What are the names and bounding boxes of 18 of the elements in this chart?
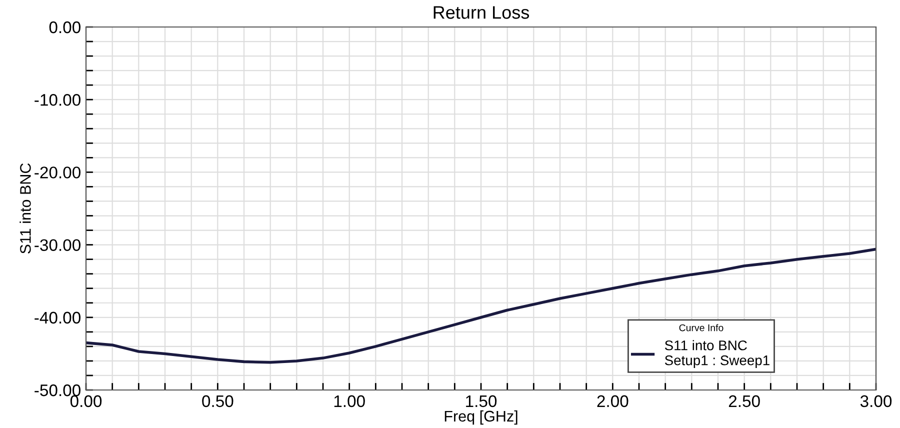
legend-label: S11 into BNC Setup1 : Sweep1: [664, 340, 770, 368]
x-tick-label: 2.50: [728, 395, 760, 408]
y-tick-label: -30.00: [34, 239, 80, 252]
y-tick-label: -10.00: [34, 94, 80, 106]
chart-title: Return Loss: [434, 6, 530, 19]
x-tick-label: 0.00: [70, 395, 102, 408]
x-axis-title: Freq [GHz]: [444, 410, 518, 425]
y-tick-label: 0.00: [49, 21, 80, 34]
y-tick-label: -50.00: [34, 384, 80, 396]
x-tick-label: 1.50: [466, 395, 497, 408]
y-tick-label: -20.00: [34, 166, 80, 178]
x-tick-label: 2.00: [597, 395, 628, 408]
x-tick-label: 3.00: [860, 395, 892, 408]
x-tick-label: 0.50: [202, 395, 234, 408]
x-tick-label: 1.00: [334, 395, 365, 408]
y-axis-title: S11 into BNC: [20, 163, 31, 254]
legend-title: Curve Info: [679, 324, 724, 332]
y-tick-label: -40.00: [34, 312, 80, 324]
